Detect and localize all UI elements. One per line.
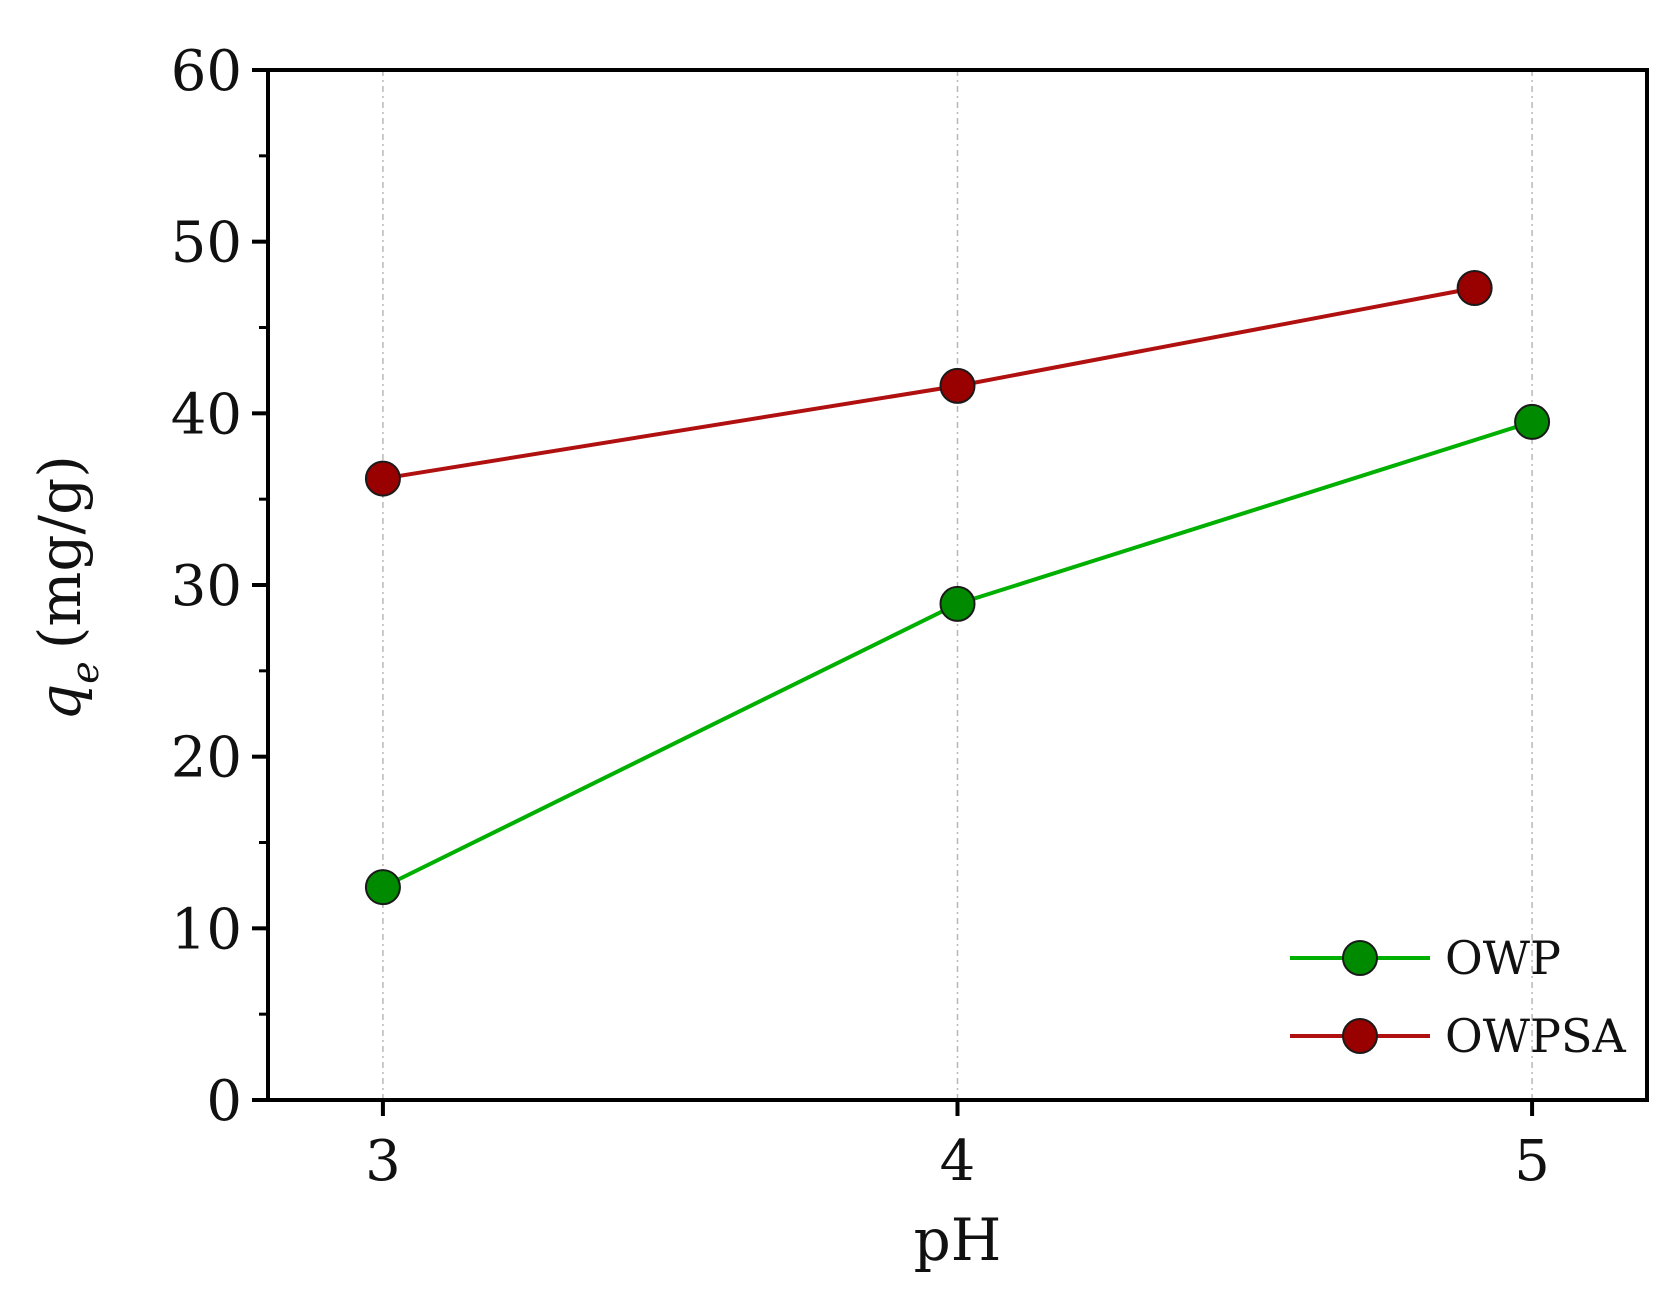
legend: OWP OWPSA bbox=[1290, 931, 1626, 1063]
legend-marker-owp bbox=[1342, 940, 1378, 976]
y-axis-label: qe (mg/g) bbox=[26, 455, 107, 721]
series-line-owpsa bbox=[382, 286, 1475, 481]
x-tick-label-4: 4 bbox=[940, 1129, 976, 1194]
data-point-owpsa-0 bbox=[364, 460, 401, 497]
x-axis-label: pH bbox=[914, 1206, 1002, 1274]
legend-item-owpsa: OWPSA bbox=[1290, 1009, 1626, 1063]
data-point-owp-1 bbox=[939, 585, 976, 622]
y-tick-label-40: 40 bbox=[171, 382, 242, 447]
legend-label-owp: OWP bbox=[1445, 931, 1561, 985]
y-tick-label-60: 60 bbox=[171, 39, 242, 104]
x-tick-label-5: 5 bbox=[1514, 1129, 1550, 1194]
y-axis-label-symbol: q bbox=[26, 684, 94, 721]
svg-text:qe(mg/g): qe (mg/g) bbox=[26, 455, 107, 721]
legend-label-owpsa: OWPSA bbox=[1445, 1009, 1626, 1063]
y-tick-label-0: 0 bbox=[206, 1069, 242, 1134]
x-tick-label-3: 3 bbox=[365, 1129, 401, 1194]
gridlines bbox=[382, 70, 1533, 1100]
legend-item-owp: OWP bbox=[1290, 931, 1561, 985]
y-tick-label-50: 50 bbox=[171, 211, 242, 276]
y-tick-label-20: 20 bbox=[171, 726, 242, 791]
y-tick-label-30: 30 bbox=[171, 554, 242, 619]
series-layer bbox=[364, 270, 1551, 906]
data-point-owp-2 bbox=[1514, 403, 1551, 440]
data-point-owpsa-1 bbox=[939, 367, 976, 404]
y-axis-label-subscript: e bbox=[63, 661, 107, 684]
data-point-owpsa-2 bbox=[1456, 270, 1493, 307]
y-axis-label-unit: (mg/g) bbox=[26, 455, 94, 649]
data-point-owp-0 bbox=[364, 869, 401, 906]
y-tick-label-10: 10 bbox=[171, 897, 242, 962]
plot-frame bbox=[266, 68, 1649, 1102]
legend-marker-owpsa bbox=[1342, 1018, 1378, 1054]
